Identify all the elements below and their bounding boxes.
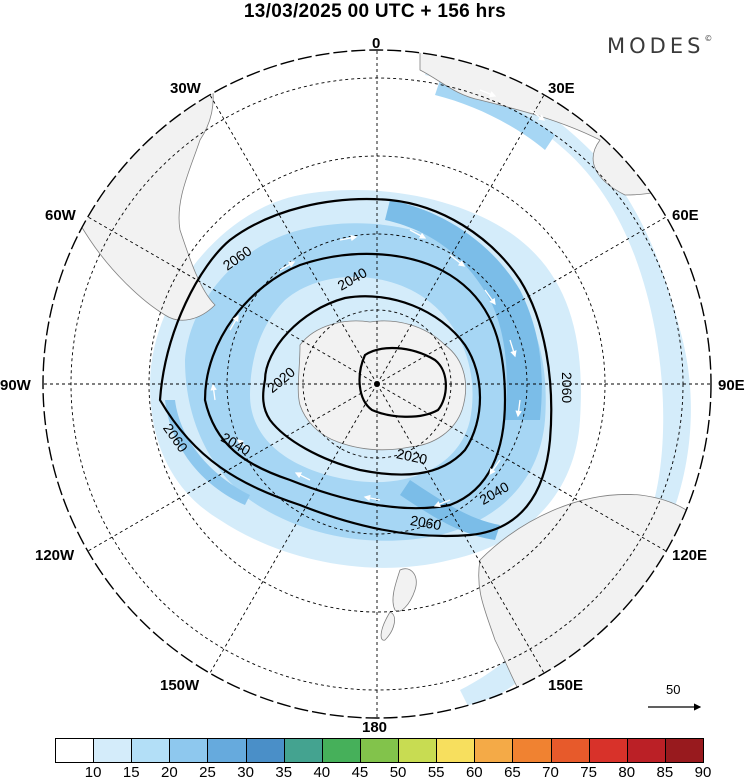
lon-label-120w: 120W xyxy=(35,547,75,564)
legend-label: 20 xyxy=(161,764,178,781)
reference-vector-label: 50 xyxy=(666,682,680,697)
contour-inner xyxy=(358,346,447,418)
lon-label-30e: 30E xyxy=(548,80,575,97)
legend-label: 55 xyxy=(427,764,445,781)
legend-label: 90 xyxy=(694,764,712,781)
lon-label-60w: 60W xyxy=(45,207,77,224)
legend-swatch xyxy=(359,738,400,763)
legend-label: 25 xyxy=(199,764,216,781)
legend-swatch xyxy=(550,738,590,763)
legend-swatch xyxy=(131,738,171,763)
legend-label: 75 xyxy=(580,764,597,781)
graticule xyxy=(43,50,711,718)
legend-swatch xyxy=(436,738,476,763)
map-border xyxy=(42,49,712,719)
legend-label: 50 xyxy=(389,764,407,781)
legend-swatch xyxy=(55,738,95,763)
lon-label-150w: 150W xyxy=(160,677,200,694)
legend-label: 10 xyxy=(84,764,102,781)
legend-swatch xyxy=(474,738,514,763)
lon-label-180: 180 xyxy=(362,719,387,736)
legend-label: 70 xyxy=(542,764,559,781)
brand-text: MODES xyxy=(607,34,705,58)
contour-labels: 2060 2040 2020 2060 2040 2020 2040 2060 … xyxy=(160,242,575,533)
legend-swatch xyxy=(512,738,552,763)
longitude-labels: 0 180 90W 90E 30W 30E 60W 60E 120W 120E … xyxy=(0,35,745,736)
legend-swatch xyxy=(93,738,133,763)
lon-label-150e: 150E xyxy=(548,677,583,694)
contour-2020 xyxy=(262,295,481,476)
lon-label-0: 0 xyxy=(372,35,380,52)
legend-label: 45 xyxy=(351,764,369,781)
new-zealand-south xyxy=(380,611,395,641)
reference-vector: 50 xyxy=(648,682,702,711)
chart-title: 13/03/2025 00 UTC + 156 hrs xyxy=(243,1,507,22)
legend-label: 40 xyxy=(313,764,331,781)
legend-swatch xyxy=(398,738,438,763)
lon-label-90w: 90W xyxy=(0,377,32,394)
contour-label: 2060 xyxy=(409,512,443,533)
legend-label: 85 xyxy=(656,764,674,781)
new-zealand xyxy=(392,568,417,612)
geopotential-contours xyxy=(158,197,553,538)
legend-swatch xyxy=(283,738,323,763)
wind-vectors xyxy=(210,89,662,508)
brand-logo: MODES© xyxy=(607,34,712,58)
contour-2060 xyxy=(158,197,553,538)
lon-label-120e: 120E xyxy=(672,547,707,564)
legend-swatch xyxy=(321,738,361,763)
contour-label: 2020 xyxy=(395,445,429,467)
legend-label: 80 xyxy=(618,764,636,781)
legend-label: 15 xyxy=(122,764,140,781)
lon-label-90e: 90E xyxy=(718,377,745,394)
contour-label: 2060 xyxy=(559,372,575,403)
legend-label: 65 xyxy=(504,764,521,781)
copyright-mark: © xyxy=(704,34,713,43)
lon-label-30w: 30W xyxy=(170,80,202,97)
legend-swatch xyxy=(626,738,666,763)
legend-label: 60 xyxy=(465,764,483,781)
legend-swatch xyxy=(169,738,209,763)
lon-label-60e: 60E xyxy=(672,207,699,224)
legend-swatch xyxy=(245,738,285,763)
legend-swatch xyxy=(588,738,628,763)
contour-2040 xyxy=(203,252,507,510)
legend-label: 35 xyxy=(275,764,293,781)
south-pole-marker xyxy=(374,381,380,387)
legend-swatch xyxy=(664,738,704,763)
legend-label: 30 xyxy=(237,764,254,781)
legend-swatch xyxy=(207,738,247,763)
